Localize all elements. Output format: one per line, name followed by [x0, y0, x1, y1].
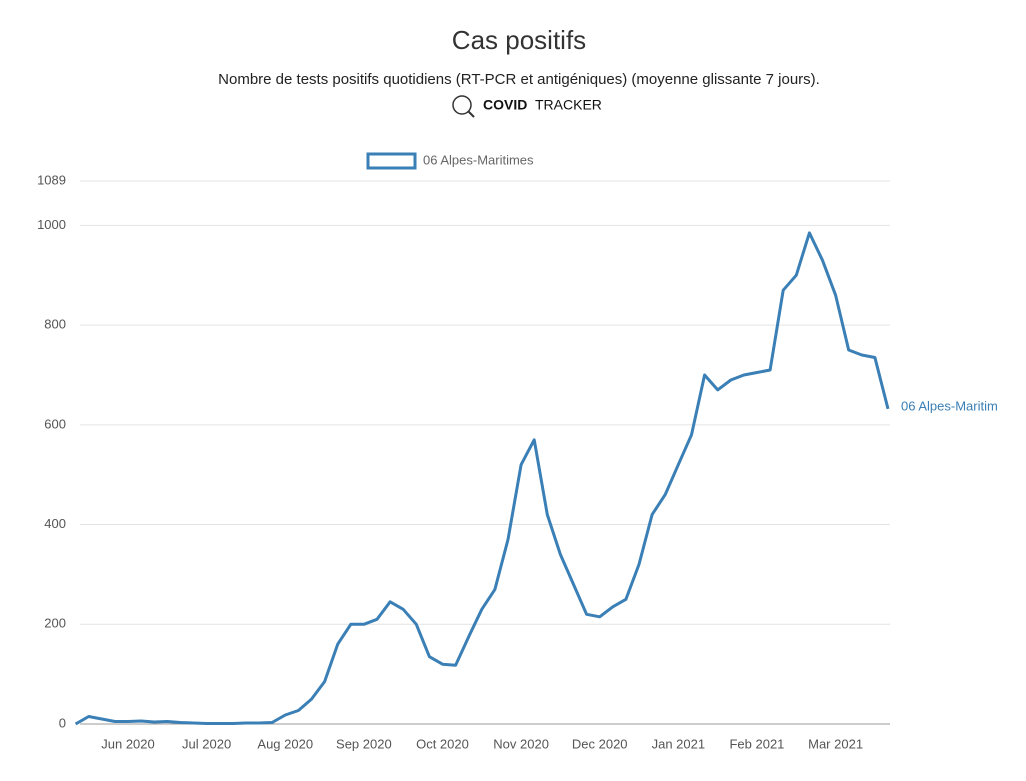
- series-line: [74, 231, 890, 726]
- x-tick-label: Feb 2021: [729, 736, 784, 751]
- y-tick-label: 1000: [37, 217, 66, 232]
- x-tick-label: Nov 2020: [493, 736, 549, 751]
- y-tick-label: 0: [59, 715, 66, 730]
- y-tick-label: 1089: [37, 172, 66, 187]
- legend-swatch: [366, 152, 417, 170]
- x-tick-label: Jan 2021: [652, 736, 706, 751]
- x-tick-label: Aug 2020: [257, 736, 313, 751]
- end-label: 06 Alpes-Maritim: [901, 398, 998, 413]
- brand: TRACKER: [535, 97, 602, 113]
- x-tick-label: Jul 2020: [182, 736, 231, 751]
- logo-icon: [452, 95, 472, 115]
- chart-subtitle: Nombre de tests positifs quotidiens (RT-…: [218, 71, 820, 88]
- brand-bold: COVID: [483, 97, 527, 113]
- y-tick-label: 600: [44, 416, 66, 431]
- brand-logo: COVID TRACKER: [452, 95, 602, 118]
- x-tick-label: Mar 2021: [808, 736, 863, 751]
- x-tick-label: Dec 2020: [572, 736, 628, 751]
- x-tick-label: Sep 2020: [336, 736, 392, 751]
- y-tick-label: 400: [44, 516, 66, 531]
- legend-label: 06 Alpes-Maritimes: [423, 152, 534, 167]
- logo-icon: [467, 110, 475, 118]
- y-tick-label: 200: [44, 616, 66, 631]
- x-tick-label: Jun 2020: [101, 736, 155, 751]
- x-tick-label: Oct 2020: [416, 736, 469, 751]
- chart-title: Cas positifs: [452, 25, 586, 55]
- y-tick-label: 800: [44, 317, 66, 332]
